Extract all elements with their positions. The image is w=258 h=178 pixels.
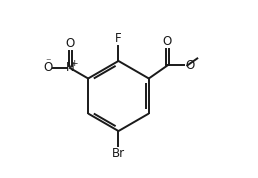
Text: O: O — [43, 61, 52, 74]
Text: O: O — [163, 35, 172, 48]
Text: +: + — [70, 59, 78, 68]
Text: N: N — [66, 61, 74, 74]
Text: O: O — [185, 59, 194, 72]
Text: ⁻: ⁻ — [46, 57, 51, 67]
Text: F: F — [115, 32, 122, 45]
Text: O: O — [65, 37, 75, 50]
Text: Br: Br — [112, 147, 125, 160]
